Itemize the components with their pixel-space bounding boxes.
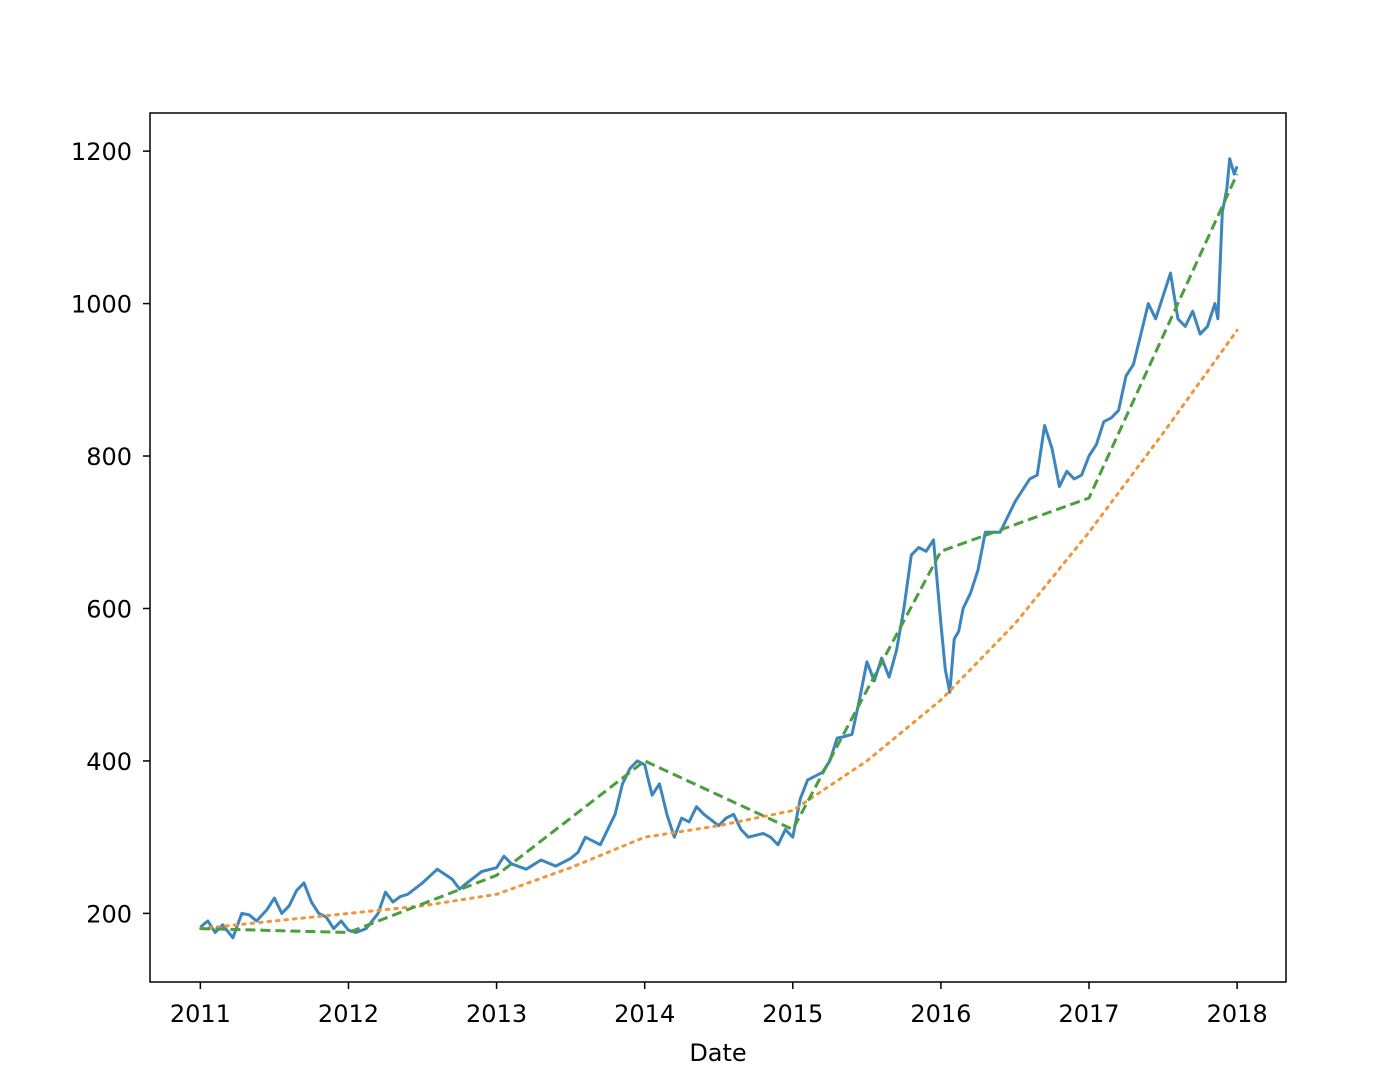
series-line-2: [198, 328, 1239, 931]
plot-lines: [198, 157, 1239, 940]
x-tick-label: 2017: [1058, 1000, 1119, 1028]
y-tick-label: 1000: [71, 291, 132, 319]
y-tick-label: 200: [86, 900, 132, 928]
x-tick-label: 2014: [614, 1000, 675, 1028]
x-tick-label: 2011: [170, 1000, 231, 1028]
x-axis-title: Date: [689, 1039, 746, 1067]
plot-area-frame: [149, 112, 1287, 983]
x-tick-label: 2012: [318, 1000, 379, 1028]
y-tick-label: 800: [86, 443, 132, 471]
y-tick-label: 600: [86, 595, 132, 623]
y-tick-label: 400: [86, 748, 132, 776]
x-tick-label: 2018: [1207, 1000, 1268, 1028]
y-axis: 200 400 600 800 1000 1200: [71, 138, 150, 928]
series-line-3: [200, 173, 1239, 934]
x-axis: 2011 2012 2013 2014 2015 2016 2017 2018: [170, 982, 1268, 1028]
series-line-1: [199, 157, 1239, 940]
x-tick-label: 2015: [762, 1000, 823, 1028]
y-tick-label: 1200: [71, 138, 132, 166]
x-tick-label: 2013: [466, 1000, 527, 1028]
x-tick-label: 2016: [910, 1000, 971, 1028]
